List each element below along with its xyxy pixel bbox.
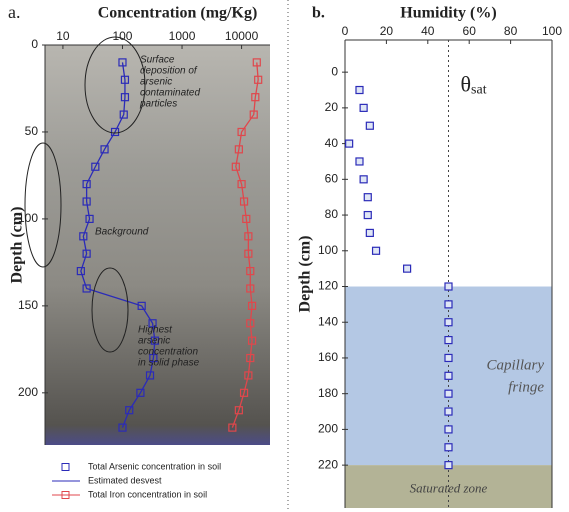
marker: [404, 265, 411, 272]
theta-subscript: sat: [471, 83, 487, 98]
marker: [366, 229, 373, 236]
y-axis-label: Depth (cm): [9, 207, 26, 284]
legend-label: Total Iron concentration in soil: [88, 489, 207, 499]
legend-marker: [62, 464, 69, 471]
marker: [364, 194, 371, 201]
x-tick-label: 10: [56, 29, 70, 43]
region-label: Saturated zone: [410, 481, 488, 496]
region-label: Capillary: [486, 357, 544, 373]
y-tick-label: 40: [325, 136, 339, 150]
theta-symbol: θ: [461, 71, 472, 96]
figure: 10100100010000050100150200a.Concentratio…: [0, 0, 569, 512]
x-tick-label: 1000: [169, 29, 196, 43]
marker: [360, 176, 367, 183]
marker: [346, 140, 353, 147]
marker: [445, 390, 452, 397]
y-tick-label: 0: [331, 64, 338, 78]
y-tick-label: 50: [25, 124, 39, 138]
y-tick-label: 0: [31, 37, 38, 51]
y-tick-label: 60: [325, 172, 339, 186]
chart-title: Humidity (%): [400, 5, 496, 22]
x-tick-label: 0: [342, 24, 349, 38]
y-axis-label: Depth (cm): [297, 236, 314, 313]
y-tick-label: 180: [318, 386, 338, 400]
marker: [445, 319, 452, 326]
marker: [445, 408, 452, 415]
annotation: Highest: [138, 325, 173, 336]
annotation: in solid phase: [138, 358, 200, 369]
theta-sat-label: θsat: [461, 71, 487, 97]
legend-label: Estimated desvest: [88, 475, 162, 485]
annotation: Surface: [140, 55, 175, 66]
y-tick-label: 140: [318, 314, 338, 328]
marker: [356, 158, 363, 165]
x-tick-label: 20: [380, 24, 394, 38]
y-tick-label: 220: [318, 457, 338, 471]
marker: [445, 301, 452, 308]
marker: [445, 372, 452, 379]
x-tick-label: 60: [463, 24, 477, 38]
marker: [445, 444, 452, 451]
marker: [360, 104, 367, 111]
x-tick-label: 10000: [225, 29, 259, 43]
chart-title: Concentration (mg/Kg): [98, 5, 258, 22]
panel-label: b.: [312, 5, 325, 22]
marker: [356, 87, 363, 94]
annotation: particles: [139, 99, 177, 110]
y-tick-label: 200: [18, 385, 38, 399]
x-tick-label: 40: [421, 24, 435, 38]
annotation: arsenic: [138, 336, 170, 347]
y-tick-label: 120: [318, 279, 338, 293]
marker: [445, 283, 452, 290]
y-tick-label: 200: [318, 422, 338, 436]
x-tick-label: 100: [112, 29, 132, 43]
marker: [373, 247, 380, 254]
region-label: fringe: [508, 379, 544, 395]
panel-label: a.: [8, 2, 21, 22]
y-tick-label: 80: [325, 207, 339, 221]
marker: [445, 337, 452, 344]
y-tick-label: 160: [318, 350, 338, 364]
x-tick-label: 80: [504, 24, 518, 38]
y-tick-label: 150: [18, 298, 38, 312]
marker: [445, 462, 452, 469]
annotation: concentration: [138, 347, 198, 358]
marker: [445, 426, 452, 433]
y-tick-label: 100: [318, 243, 338, 257]
annotation: arsenic: [140, 77, 172, 88]
marker: [364, 212, 371, 219]
annotation: deposition of: [140, 66, 198, 77]
annotation: contaminated: [140, 88, 200, 99]
annotation: Background: [95, 227, 149, 238]
marker: [366, 122, 373, 129]
marker: [445, 354, 452, 361]
y-tick-label: 20: [325, 100, 339, 114]
x-tick-label: 100: [542, 24, 562, 38]
legend-label: Total Arsenic concentration in soil: [88, 461, 221, 471]
